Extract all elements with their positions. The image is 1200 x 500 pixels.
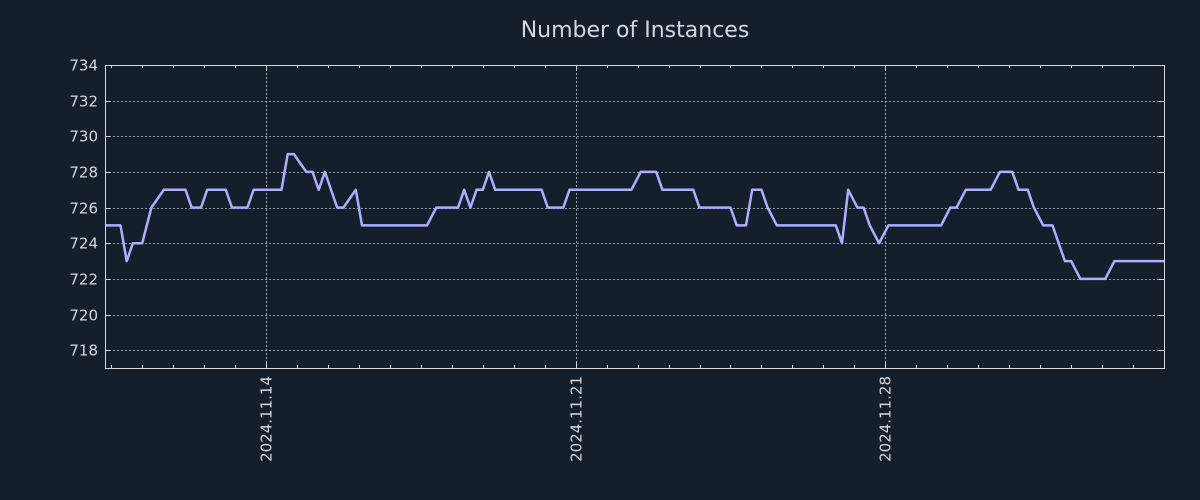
x-tick-label: 2024.11.28: [877, 376, 895, 462]
y-tick-label: 730: [69, 128, 98, 146]
x-tick-label: 2024.11.14: [258, 376, 276, 462]
y-tick-label: 728: [69, 164, 98, 182]
series-line-instances: [105, 152, 1164, 281]
y-tick-label: 720: [69, 307, 98, 325]
grid: [105, 65, 1164, 368]
x-tick-label: 2024.11.21: [568, 376, 586, 462]
y-tick-label: 718: [69, 342, 98, 360]
y-tick-label: 722: [69, 271, 98, 289]
y-tick-label: 734: [69, 57, 98, 75]
chart-title: Number of Instances: [521, 18, 750, 43]
series-layer: [105, 152, 1164, 281]
y-tick-label: 726: [69, 200, 98, 218]
plot-frame: [105, 65, 1165, 369]
y-tick-label: 724: [69, 235, 98, 253]
axis-ticks: 718 720 722 724 726 728 730 732 734 2024.11.14 202…: [69, 57, 1164, 462]
y-tick-label: 732: [69, 93, 98, 111]
